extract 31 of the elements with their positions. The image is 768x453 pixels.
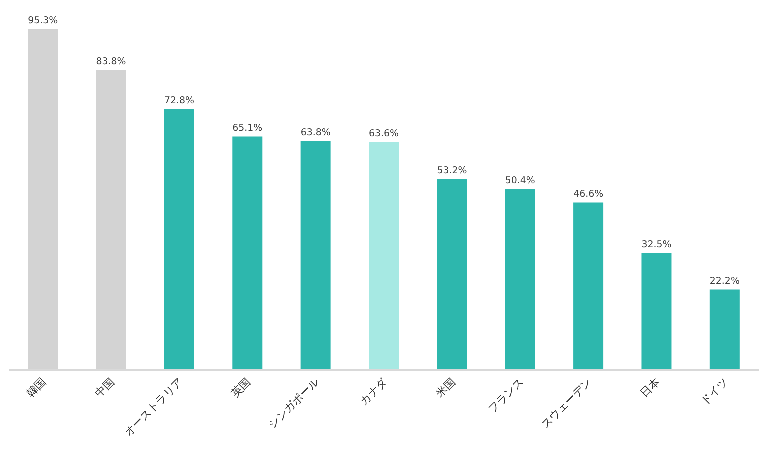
data-label: 65.1%	[232, 123, 263, 134]
data-label: 63.6%	[369, 128, 400, 140]
x-tick-label: 韓国	[24, 376, 50, 400]
bar	[574, 202, 604, 369]
bar	[642, 253, 672, 369]
x-tick-label: カナダ	[357, 374, 391, 408]
x-tick-label: 英国	[228, 376, 254, 400]
x-tick-label: オーストラリア	[122, 376, 186, 440]
data-label: 63.8%	[300, 128, 331, 139]
data-label: 83.8%	[96, 56, 126, 68]
x-tick-label: 中国	[92, 376, 118, 400]
x-tick-label: ドイツ	[698, 376, 731, 408]
bar	[437, 179, 468, 369]
bar	[505, 189, 536, 369]
x-tick-label: スウェーデン	[538, 376, 595, 432]
bar	[164, 109, 194, 369]
x-tick-label: 米国	[433, 376, 458, 400]
bar	[232, 136, 263, 369]
data-label: 50.4%	[505, 175, 536, 186]
x-tick-label: 日本	[638, 376, 663, 400]
x-tick-label: シンガポール	[266, 376, 322, 432]
data-label: 72.8%	[164, 96, 194, 107]
bar	[710, 290, 740, 369]
x-tick-label: フランス	[486, 376, 526, 416]
bar	[300, 141, 331, 369]
data-label: 95.3%	[28, 15, 58, 26]
data-label: 46.6%	[574, 189, 604, 200]
data-label: 53.2%	[437, 166, 468, 176]
bar	[369, 142, 399, 369]
data-label: 32.5%	[642, 239, 672, 250]
data-label: 22.2%	[710, 276, 740, 288]
